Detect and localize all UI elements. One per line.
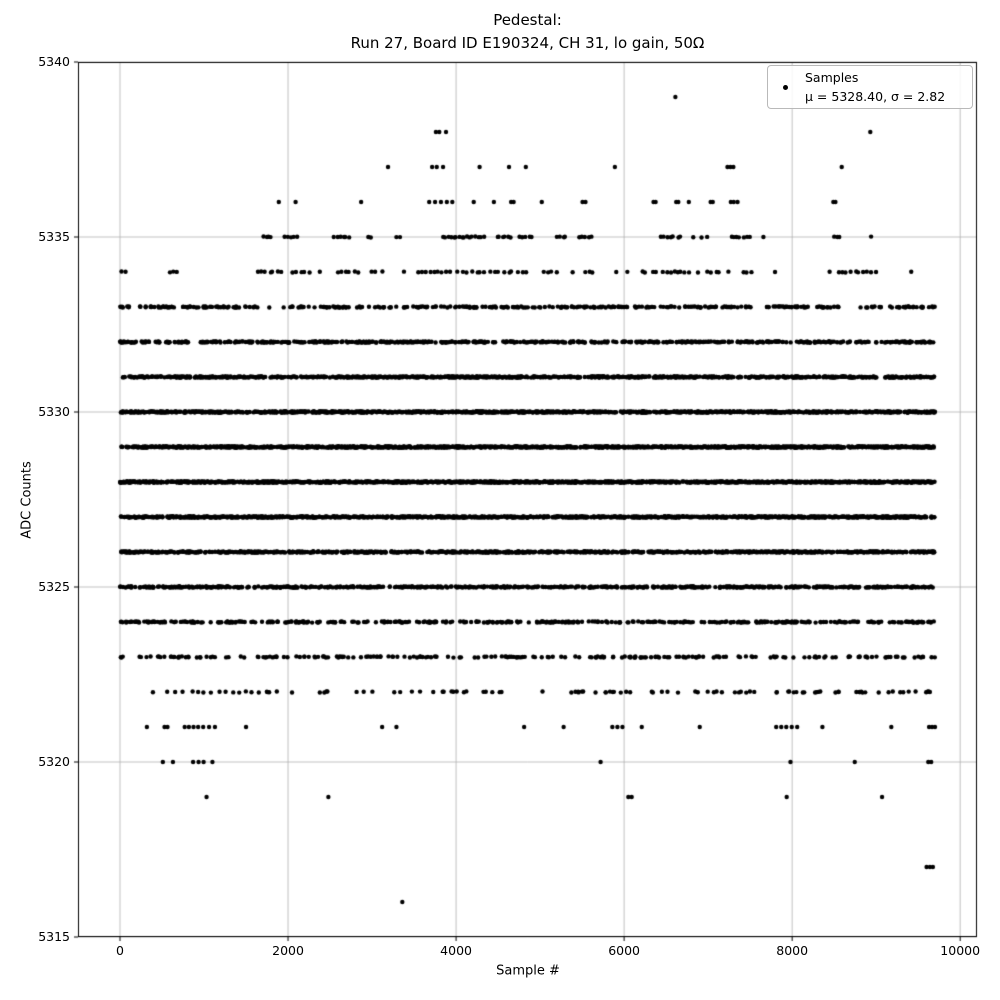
x-tick-label: 0 <box>116 943 124 958</box>
x-tick-label: 6000 <box>608 943 641 958</box>
chart-title: Pedestal: Run 27, Board ID E190324, CH 3… <box>78 9 977 55</box>
y-tick-label: 5330 <box>38 404 70 419</box>
chart-title-line2: Run 27, Board ID E190324, CH 31, lo gain… <box>350 34 705 52</box>
y-tick-label: 5315 <box>38 929 70 944</box>
x-tick-label: 2000 <box>272 943 304 958</box>
legend-label-samples: Samples <box>805 70 859 85</box>
x-tick-label: 8000 <box>776 943 809 958</box>
y-tick-label: 5340 <box>38 54 70 69</box>
legend-stats: μ = 5328.40, σ = 2.82 <box>805 89 946 104</box>
y-tick-label: 5335 <box>38 229 70 244</box>
y-tick-label: 5320 <box>38 754 70 769</box>
chart-title-line1: Pedestal: <box>493 11 562 29</box>
x-tick-label: 4000 <box>440 943 472 958</box>
x-tick-label: 10000 <box>940 943 981 958</box>
legend-text: Samples μ = 5328.40, σ = 2.82 <box>805 68 945 106</box>
y-axis-label: ADC Counts <box>19 461 35 539</box>
x-axis-label: Sample # <box>496 963 560 979</box>
y-tick-label: 5325 <box>38 579 70 594</box>
legend: Samples μ = 5328.40, σ = 2.82 <box>767 65 973 109</box>
sample-marker-icon <box>783 84 788 90</box>
